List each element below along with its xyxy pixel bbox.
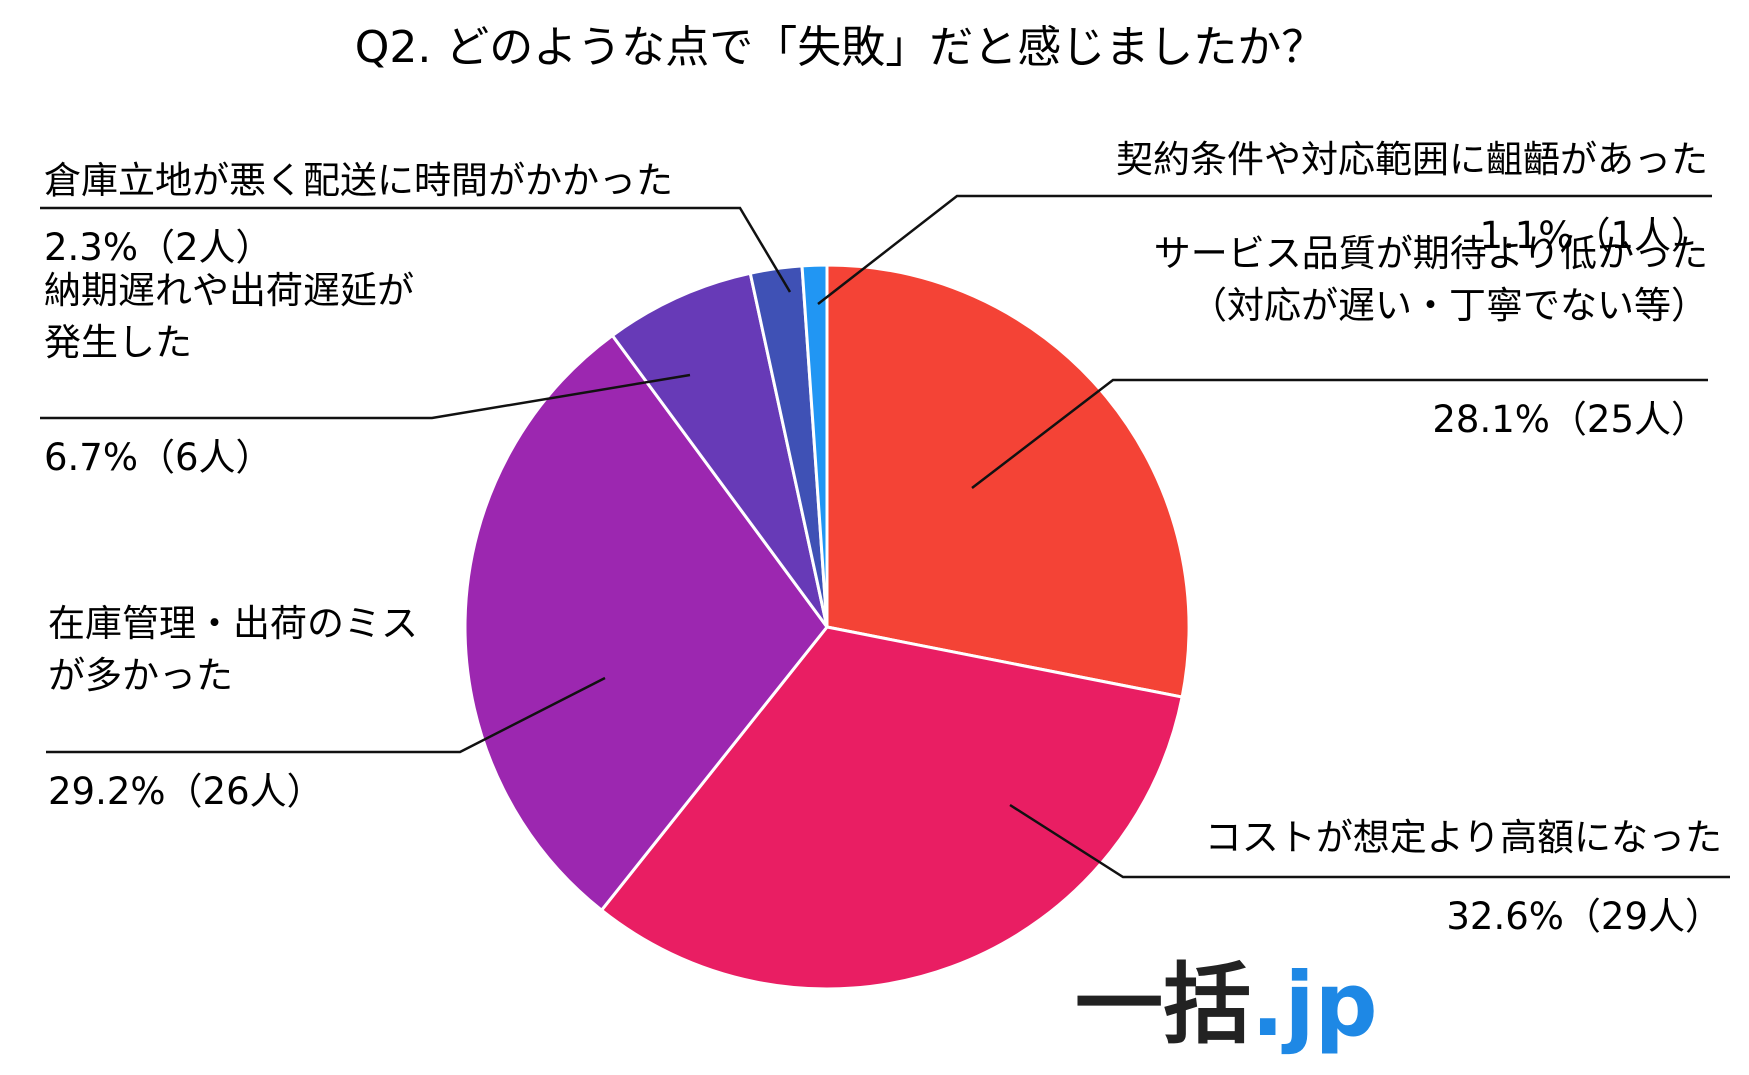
slice-label: 納期遅れや出荷遅延が <box>44 269 414 312</box>
slice-label: 契約条件や対応範囲に齟齬があった <box>1116 138 1708 181</box>
slice-labels: サービス品質が期待より低かった （対応が遅い・丁寧でない等） 28.1%（25人） コ… <box>40 138 1730 938</box>
leader-line <box>1009 803 1730 879</box>
pie-slice <box>800 263 829 628</box>
slice-label: 倉庫立地が悪く配送に時間がかかった <box>44 159 673 202</box>
leader-line <box>40 373 691 420</box>
pie-slice <box>599 625 1184 991</box>
leader-line <box>40 206 792 293</box>
logo: 一括.jp <box>1075 953 1378 1056</box>
pie-slice <box>825 263 1191 699</box>
slice-value-label: 6.7%（6人） <box>44 436 273 479</box>
slice-label: コストが想定より高額になった <box>1205 816 1722 859</box>
pie-slice <box>463 333 829 913</box>
chart-title: Q2. どのような点で「失敗」だと感じましたか？ <box>355 22 1326 73</box>
pie-slices <box>463 263 1191 991</box>
slice-value-label: 32.6%（29人） <box>1446 895 1722 938</box>
slice-label: が多かった <box>48 654 233 697</box>
slice-value-label: 2.3%（2人） <box>44 226 273 269</box>
slice-label: サービス品質が期待より低かった <box>1154 232 1708 275</box>
logo-suffix: .jp <box>1251 953 1378 1056</box>
pie-slice <box>610 271 829 628</box>
slice-value-label: 29.2%（26人） <box>48 770 324 813</box>
leader-line <box>971 378 1708 489</box>
slice-label: 発生した <box>44 321 192 364</box>
logo-main: 一括 <box>1075 953 1251 1056</box>
slice-label: 在庫管理・出荷のミス <box>48 602 418 645</box>
leader-line <box>817 194 1712 305</box>
logo-text: 一括.jp <box>1075 953 1378 1056</box>
slice-value-label: 28.1%（25人） <box>1432 398 1708 441</box>
leader-line <box>46 676 606 754</box>
slice-value-label: 1.1%（1人） <box>1479 214 1708 257</box>
slice-label: （対応が遅い・丁寧でない等） <box>1190 284 1708 327</box>
